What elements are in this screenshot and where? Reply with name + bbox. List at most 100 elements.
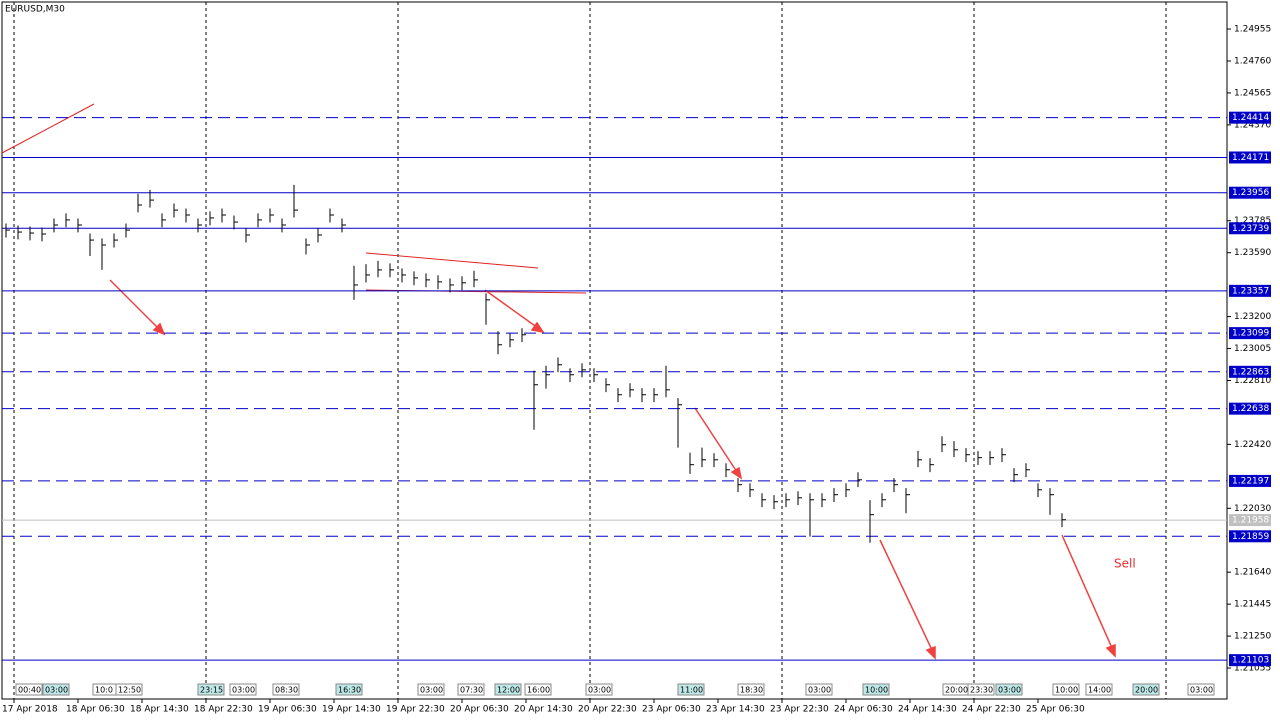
- y-tick-label: 1.21055: [1234, 664, 1271, 674]
- event-label: 03:00: [808, 686, 831, 695]
- event-label: 03:00: [588, 686, 611, 695]
- y-tick-label: 1.23005: [1234, 344, 1271, 354]
- event-box: [197, 683, 225, 696]
- y-tick-label: 1.24955: [1234, 25, 1271, 35]
- level-label-box: [1229, 151, 1271, 164]
- level-label-box: [1229, 474, 1271, 487]
- event-label: 20:00: [1135, 686, 1158, 695]
- level-label: 1.21103: [1232, 656, 1269, 666]
- y-tick-label: 1.21640: [1234, 568, 1271, 578]
- level-label: 1.23956: [1232, 188, 1269, 198]
- level-label: 1.23357: [1232, 286, 1269, 296]
- level-label: 1.22863: [1232, 367, 1269, 377]
- event-box: [1187, 683, 1215, 696]
- x-tick-label: 25 Apr 06:30: [1026, 705, 1085, 715]
- y-tick-label: 1.23590: [1234, 248, 1271, 258]
- current-price-label: 1.21958: [1232, 516, 1269, 526]
- level-label-box: [1229, 186, 1271, 199]
- plot-frame: [1, 1, 1228, 700]
- event-label: 10:0: [95, 686, 113, 695]
- y-tick-label: 1.24370: [1234, 120, 1271, 130]
- x-tick-label: 17 Apr 2018: [2, 705, 58, 715]
- event-box: [115, 683, 143, 696]
- y-tick-label: 1.21250: [1234, 632, 1271, 642]
- chart-title: EURUSD,M30: [5, 5, 65, 15]
- event-label: 10:00: [865, 686, 888, 695]
- level-label: 1.23739: [1232, 224, 1269, 234]
- y-tick-label: 1.22030: [1234, 504, 1271, 514]
- x-tick-label: 23 Apr 14:30: [706, 705, 765, 715]
- event-box: [585, 683, 613, 696]
- level-label-box: [1229, 222, 1271, 235]
- event-box: [1085, 683, 1113, 696]
- event-label: 16:30: [338, 686, 361, 695]
- level-label-box: [1229, 654, 1271, 667]
- y-tick-label: 1.22810: [1234, 376, 1271, 386]
- current-price-box: [1229, 514, 1271, 527]
- event-label: 23:15: [200, 686, 223, 695]
- event-box: [737, 683, 765, 696]
- x-tick-label: 23 Apr 06:30: [642, 705, 701, 715]
- annotation: Sell: [1114, 557, 1136, 571]
- event-label: 16:00: [527, 686, 550, 695]
- event-label: 03:00: [998, 686, 1021, 695]
- event-box: [417, 683, 445, 696]
- y-tick-label: 1.22420: [1234, 440, 1271, 450]
- event-box: [677, 683, 705, 696]
- event-label: 23:30: [970, 686, 993, 695]
- event-box: [1132, 683, 1160, 696]
- event-box: [1052, 683, 1080, 696]
- level-label: 1.22197: [1232, 476, 1269, 486]
- level-label-box: [1229, 365, 1271, 378]
- x-tick-label: 18 Apr 22:30: [194, 705, 253, 715]
- event-box: [272, 683, 300, 696]
- y-tick-label: 1.21445: [1234, 600, 1271, 610]
- x-tick-label: 18 Apr 14:30: [130, 705, 189, 715]
- level-label: 1.21859: [1232, 532, 1269, 542]
- level-label-box: [1229, 402, 1271, 415]
- event-box: [457, 683, 485, 696]
- event-label: 03:00: [420, 686, 443, 695]
- x-tick-label: 24 Apr 14:30: [898, 705, 957, 715]
- level-label: 1.24414: [1232, 113, 1269, 123]
- level-label: 1.24171: [1232, 153, 1269, 163]
- event-box: [862, 683, 890, 696]
- x-tick-label: 20 Apr 06:30: [450, 705, 509, 715]
- x-tick-label: 19 Apr 14:30: [322, 705, 381, 715]
- x-tick-label: 24 Apr 06:30: [834, 705, 893, 715]
- x-tick-label: 23 Apr 22:30: [770, 705, 829, 715]
- arrows: [109, 279, 1116, 660]
- x-tick-label: 18 Apr 06:30: [66, 705, 125, 715]
- level-label: 1.22638: [1232, 404, 1269, 414]
- event-box: [335, 683, 363, 696]
- event-label: 03:00: [232, 686, 255, 695]
- event-label: 14:00: [1088, 686, 1111, 695]
- event-box: [494, 683, 522, 696]
- event-label: 12:50: [118, 686, 141, 695]
- event-label: 03:00: [1190, 686, 1213, 695]
- level-label-box: [1229, 111, 1271, 124]
- event-label: 07:30: [460, 686, 483, 695]
- event-box: [995, 683, 1023, 696]
- event-box: [42, 683, 70, 696]
- event-label: 00:40: [18, 686, 41, 695]
- x-tick-label: 19 Apr 22:30: [386, 705, 445, 715]
- x-tick-label: 19 Apr 06:30: [258, 705, 317, 715]
- event-label: 10:00: [1055, 686, 1078, 695]
- event-box: [805, 683, 833, 696]
- event-label: 03:00: [45, 686, 68, 695]
- x-tick-label: 20 Apr 22:30: [578, 705, 637, 715]
- x-tick-label: 24 Apr 22:30: [962, 705, 1021, 715]
- event-box: [15, 683, 43, 696]
- y-tick-label: 1.23785: [1234, 216, 1271, 226]
- event-box: [229, 683, 257, 696]
- event-label: 12:00: [497, 686, 520, 695]
- event-label: 18:30: [740, 686, 763, 695]
- event-label: 11:00: [680, 686, 703, 695]
- level-label: 1.23099: [1232, 329, 1269, 339]
- x-tick-label: 20 Apr 14:30: [514, 705, 573, 715]
- event-label: 20:00: [945, 686, 968, 695]
- event-label: 08:30: [275, 686, 298, 695]
- y-tick-label: 1.24565: [1234, 88, 1271, 98]
